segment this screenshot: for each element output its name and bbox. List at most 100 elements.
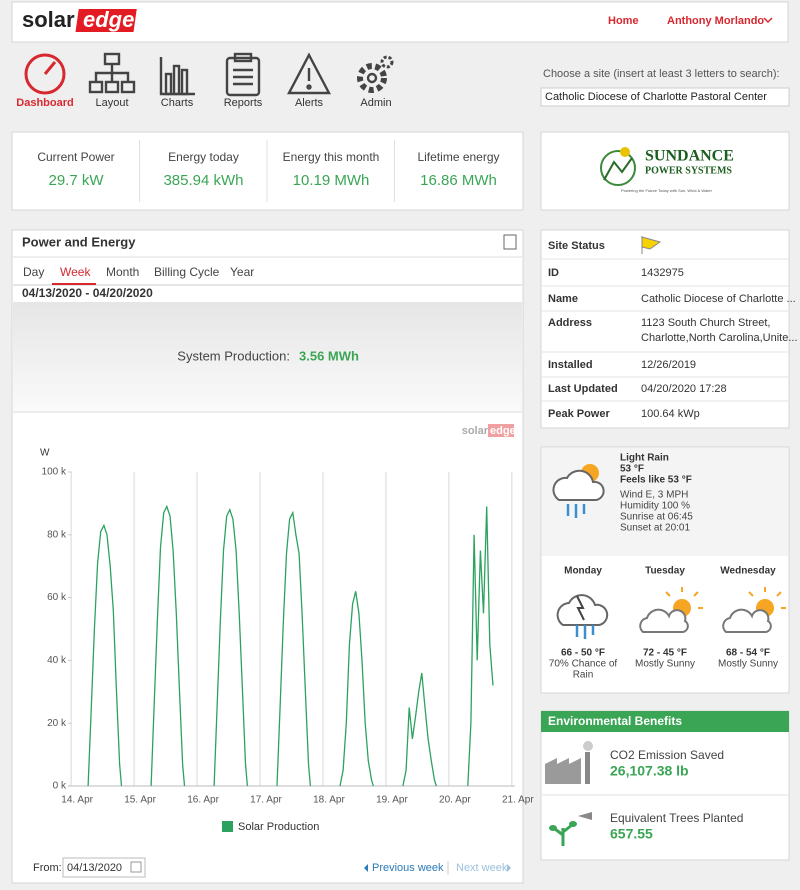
from-label: From: (33, 862, 62, 874)
tab[interactable]: Week (60, 265, 91, 279)
status-value: 04/20/2020 17:28 (641, 383, 727, 395)
forecast-icon (722, 608, 772, 633)
env-label: Equivalent Trees Planted (610, 811, 743, 825)
series-line (87, 504, 494, 787)
weather-detail: Sunset at 20:01 (620, 523, 690, 534)
toolbar: Dashboard Layout Charts Reports Alerts Admin (16, 97, 391, 109)
sponsor-sun (620, 147, 630, 157)
toolbar-item[interactable]: Charts (161, 97, 194, 109)
sponsor-emblem (600, 150, 636, 186)
alerts-icon[interactable] (287, 52, 331, 95)
env-value: 657.55 (610, 826, 653, 842)
toolbar-item[interactable]: Reports (224, 97, 263, 109)
charts-icon[interactable] (159, 57, 195, 96)
forecast-temp: 68 - 54 °F (726, 648, 770, 659)
legend-label[interactable]: Solar Production (238, 821, 319, 833)
reports-icon[interactable] (225, 52, 261, 97)
production-value: 3.56 MWh (299, 348, 359, 363)
status-panel (540, 229, 790, 429)
x-tick-label: 15. Apr (124, 795, 156, 806)
site-prompt: Choose a site (insert at least 3 letters… (543, 68, 780, 80)
summary-value: 16.86 MWh (420, 172, 497, 189)
env-header (541, 711, 789, 732)
tab[interactable]: Day (23, 265, 44, 279)
forecast-icon (575, 625, 595, 639)
watermark: edge (490, 425, 516, 437)
panel-title: Power and Energy (22, 234, 136, 249)
user-menu[interactable]: Anthony Morlando (667, 15, 764, 27)
watermark-box (488, 424, 514, 437)
status-value: 1432975 (641, 267, 684, 279)
production-band (13, 302, 522, 412)
prev-link[interactable]: Previous week (372, 862, 444, 874)
toolbar-item[interactable]: Admin (360, 97, 391, 109)
forecast-day: Wednesday (720, 566, 776, 577)
production-label: System Production: (177, 348, 290, 363)
status-label: Last Updated (548, 383, 618, 395)
sponsor-tagline: Powering the Future Today with Sun, Wind… (621, 188, 713, 193)
tab[interactable]: Year (230, 265, 254, 279)
next-link[interactable]: Next week (456, 862, 508, 874)
prev-arrow (364, 864, 368, 872)
status-title: Site Status (548, 240, 605, 252)
toolbar-item[interactable]: Alerts (295, 97, 324, 109)
site-input[interactable] (540, 87, 790, 107)
chart: W 0 k 20 k 40 k 60 k 80 k 100 k 14. Apr 15. Apr 1… (40, 448, 534, 833)
forecast-icon (665, 587, 703, 609)
forecast-icon (639, 608, 689, 633)
export-icon[interactable] (503, 234, 517, 250)
summary-value: 10.19 MWh (293, 172, 370, 189)
chevron (763, 17, 773, 24)
x-tick-label: 19. Apr (376, 795, 408, 806)
logo-box (75, 9, 137, 32)
tab[interactable]: Billing Cycle (154, 265, 220, 279)
forecast-icon (748, 587, 786, 609)
dashboard-icon[interactable] (24, 53, 66, 95)
x-tick-label: 17. Apr (250, 795, 282, 806)
dashboard-needle (43, 61, 57, 75)
from-input[interactable] (62, 857, 146, 878)
status-label: Peak Power (548, 408, 610, 420)
toolbar-item[interactable]: Dashboard (16, 97, 73, 109)
logo: solar (22, 7, 75, 32)
toolbar-item[interactable]: Layout (95, 97, 128, 109)
summary: Current Power 29.7 kW Energy today 385.94 k… (37, 140, 500, 202)
logo: edge (83, 7, 134, 32)
weather-detail: Humidity 100 % (620, 501, 690, 512)
forecast-day: Tuesday (645, 566, 685, 577)
status-label: Name (548, 293, 578, 305)
y-tick-label: 20 k (47, 718, 67, 729)
calendar-icon[interactable] (130, 861, 142, 873)
weather-current: Feels like 53 °F (620, 475, 692, 486)
weather-current: 53 °F (620, 464, 644, 475)
nav-link[interactable]: Home (608, 15, 639, 27)
forecast-temp: 72 - 45 °F (643, 648, 687, 659)
y-tick-label: 60 k (47, 592, 67, 603)
weather-detail: Wind E, 3 MPH (620, 490, 688, 501)
sponsor-sub: POWER SYSTEMS (645, 165, 732, 176)
forecast-temp: 66 - 50 °F (561, 648, 605, 659)
layout-icon[interactable] (88, 52, 136, 94)
site-input-value[interactable]: Catholic Diocese of Charlotte Pastoral C… (545, 91, 767, 103)
status-label: Installed (548, 359, 593, 371)
status-label: ID (548, 267, 559, 279)
y-tick-label: 0 k (53, 781, 67, 792)
weather-current-bg (542, 448, 788, 556)
x-tick-label: 14. Apr (61, 795, 93, 806)
forecast-desc: Rain (573, 670, 594, 681)
status-rows: ID 1432975 Name Catholic Diocese of Charlot… (542, 258, 798, 420)
legend-swatch (222, 821, 233, 832)
from-input-value[interactable]: 04/13/2020 (67, 862, 122, 874)
status-value: Charlotte,North Carolina,Unite... (641, 332, 798, 344)
status-value: 1123 South Church Street, (641, 317, 770, 329)
admin-icon[interactable] (357, 55, 394, 93)
tab[interactable]: Month (106, 265, 139, 279)
toolbar-icons (24, 52, 394, 97)
status-value: 12/26/2019 (641, 359, 696, 371)
env-panel (540, 710, 790, 861)
summary-label: Current Power (37, 150, 114, 164)
env-title: Environmental Benefits (548, 714, 682, 728)
